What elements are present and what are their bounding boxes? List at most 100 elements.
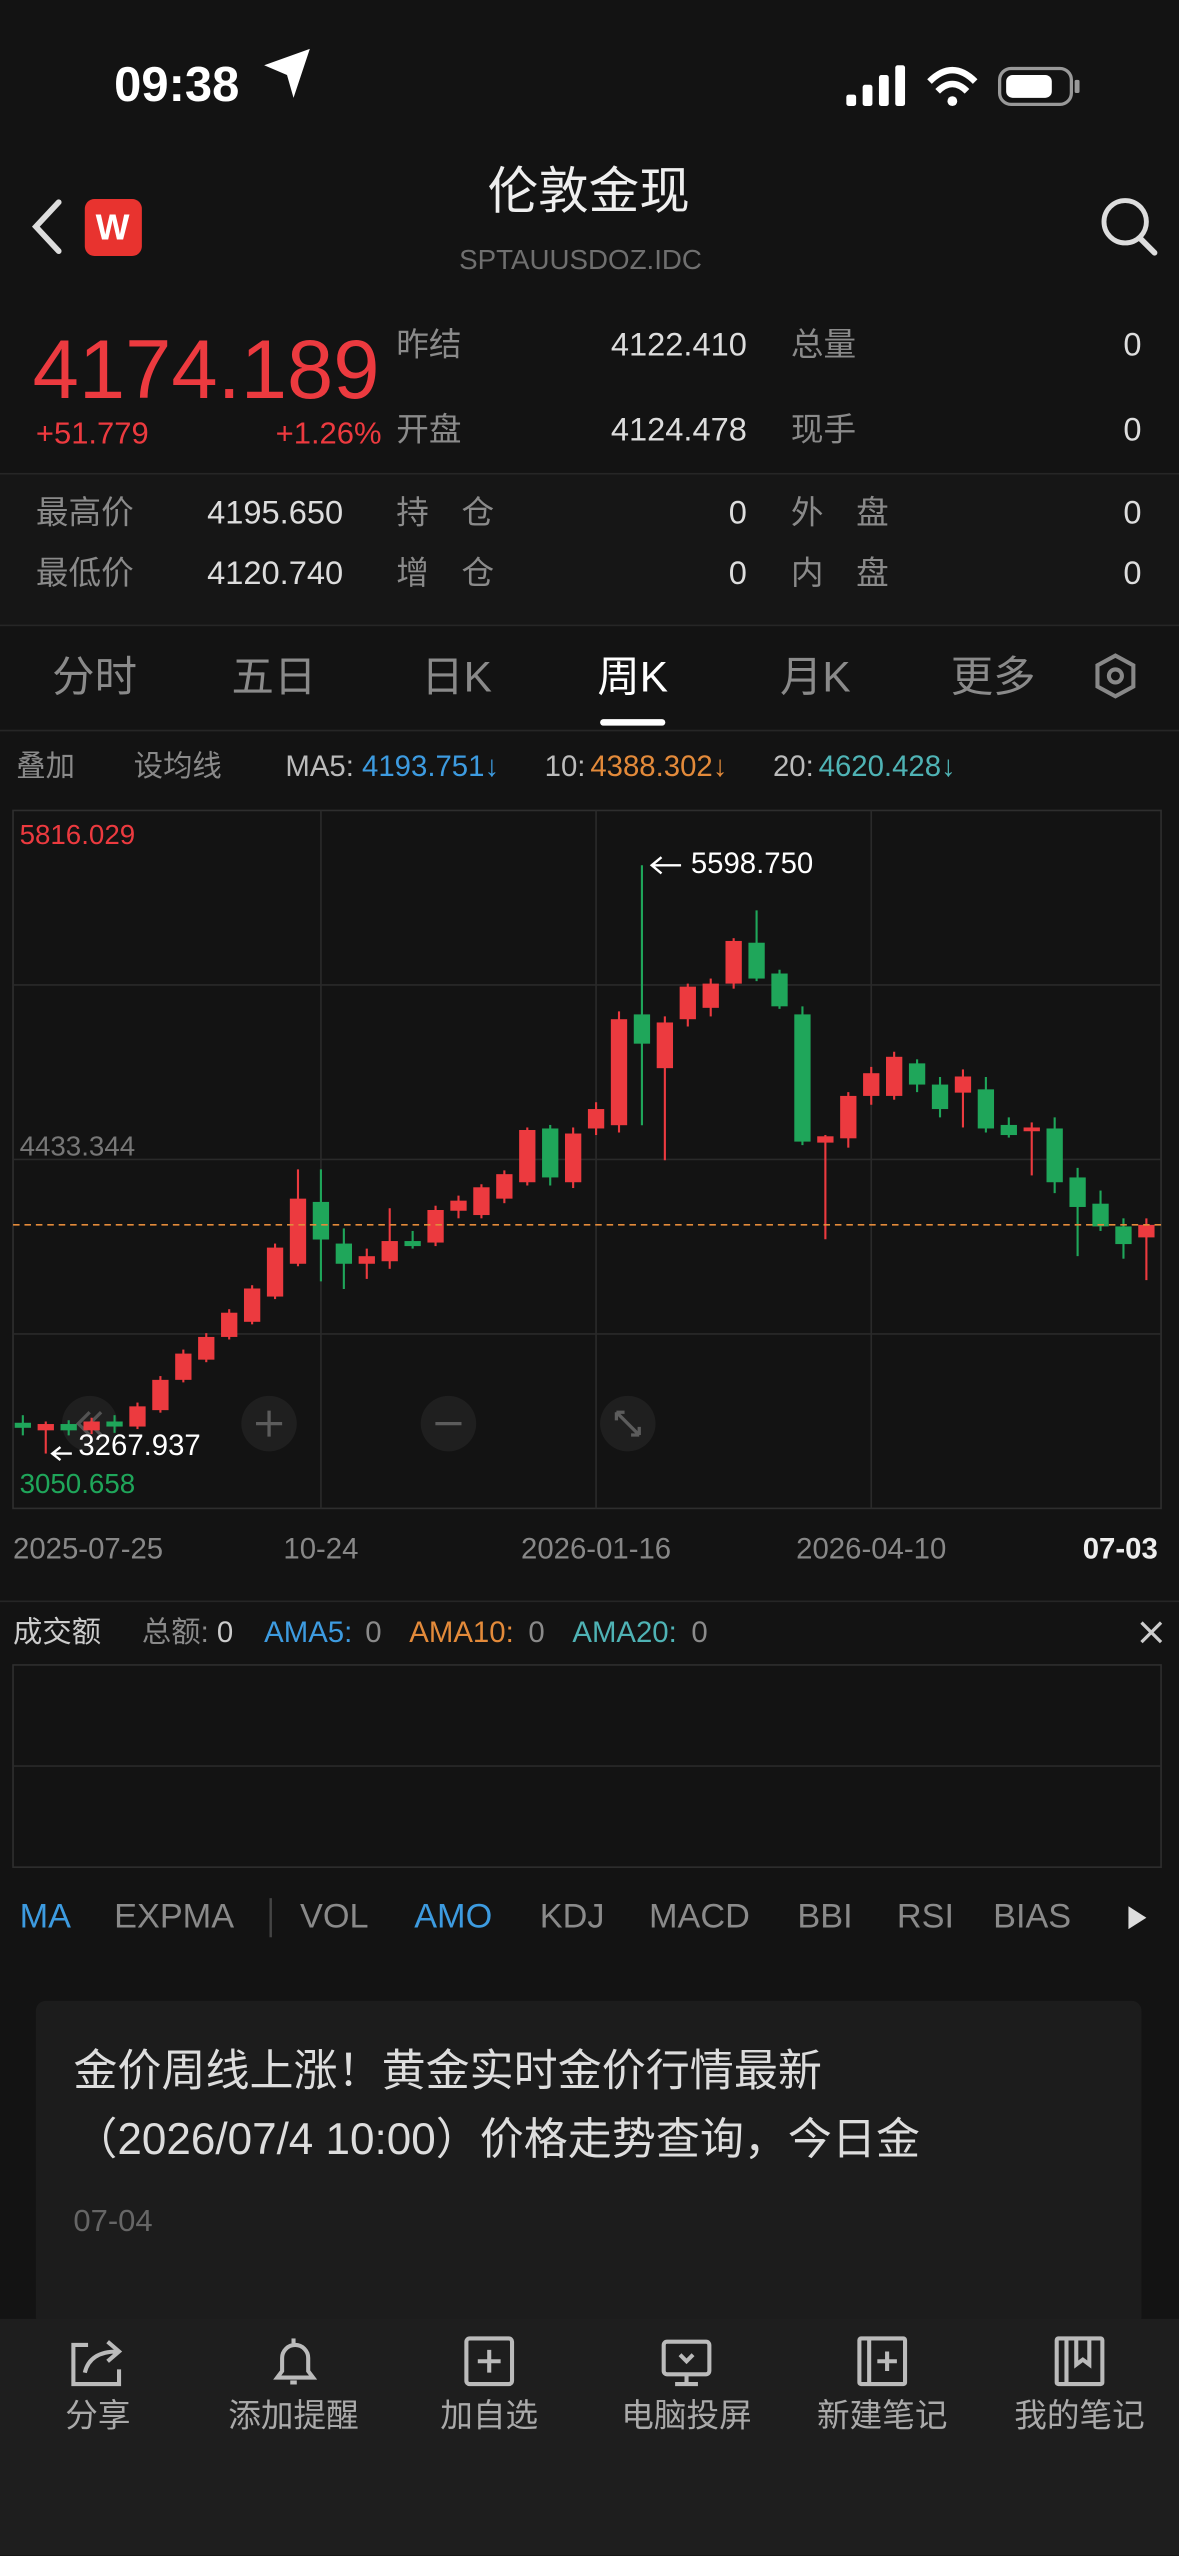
- last-price: 4174.189: [32, 322, 380, 416]
- header-icons: [31, 198, 1158, 257]
- bottom-action[interactable]: 分享: [65, 2398, 131, 2435]
- indicator-tab[interactable]: VOL: [300, 1898, 369, 1936]
- candle-body: [175, 1353, 192, 1380]
- field-label: 增 仓: [396, 556, 495, 592]
- candle-body: [863, 1073, 880, 1096]
- ama-value: 0: [691, 1616, 708, 1649]
- candle-body: [954, 1076, 972, 1093]
- period-tab[interactable]: 日K: [421, 652, 492, 702]
- candle-body: [679, 986, 696, 1020]
- ama-label: AMA5:: [264, 1616, 353, 1649]
- y-tick-label: 5816.029: [20, 819, 136, 850]
- indicator-tab[interactable]: RSI: [896, 1898, 954, 1936]
- news-title[interactable]: 金价周线上涨！黄金实时金价行情最新（2026/07/4 10:00）价格走势查询…: [73, 2046, 921, 2164]
- arrow: [649, 856, 682, 875]
- bottom-action[interactable]: 加自选: [440, 2398, 539, 2435]
- candle-body: [840, 1095, 857, 1139]
- tab-decor: [0, 653, 1179, 732]
- indicator-tab[interactable]: KDJ: [539, 1898, 605, 1936]
- candle-body: [1092, 1203, 1109, 1227]
- period-tab[interactable]: 更多: [950, 652, 1036, 702]
- candle-body: [794, 1014, 811, 1142]
- candle-body: [381, 1241, 398, 1262]
- candle-body: [404, 1241, 421, 1247]
- indicator-tab[interactable]: EXPMA: [114, 1898, 235, 1936]
- stats-panel: [0, 472, 1179, 627]
- ama-value: 0: [365, 1616, 382, 1649]
- x-tick-label: 2026-04-10: [796, 1533, 946, 1566]
- status-icons: [264, 48, 1080, 106]
- field-value: 0: [728, 495, 747, 532]
- candle-body: [748, 942, 765, 979]
- volume-panel: [0, 1600, 1179, 1938]
- volume-total: 0: [216, 1616, 234, 1649]
- field-value: 0: [728, 556, 747, 592]
- candle-body: [37, 1424, 54, 1431]
- bottom-action[interactable]: 新建笔记: [816, 2398, 948, 2435]
- set-ma-button[interactable]: 设均线: [133, 750, 222, 783]
- field-label: 开盘: [396, 412, 462, 449]
- indicator-tab-active[interactable]: AMO: [414, 1898, 493, 1936]
- candle-body: [198, 1336, 215, 1360]
- candle-body: [221, 1312, 238, 1337]
- bottom-action[interactable]: 电脑投屏: [621, 2398, 752, 2435]
- candle-body: [542, 1128, 559, 1178]
- ama-label: AMA20:: [572, 1616, 677, 1649]
- candle-body: [656, 1022, 674, 1069]
- overlay-button[interactable]: 叠加: [16, 750, 76, 783]
- period-tab-active[interactable]: 周K: [597, 652, 669, 702]
- field-label: 内 盘: [790, 556, 889, 592]
- arrow: [50, 1446, 72, 1462]
- candle-body: [633, 1014, 651, 1044]
- field-value: 4124.478: [610, 412, 747, 449]
- x-tick-label: 07-03: [1083, 1533, 1158, 1566]
- candle-body: [312, 1201, 330, 1240]
- price-change-pct: +1.26%: [275, 417, 382, 452]
- candle-body: [129, 1406, 146, 1427]
- indicator-tab-active[interactable]: MA: [19, 1898, 71, 1936]
- field-label: 最高价: [35, 495, 134, 532]
- candle-body: [1069, 1177, 1086, 1207]
- ma-value: 4620.428↓: [818, 750, 956, 783]
- bottom-action[interactable]: 添加提醒: [228, 2398, 359, 2435]
- high-annotation: 5598.750: [691, 847, 813, 880]
- bottom-action[interactable]: 我的笔记: [1014, 2398, 1145, 2435]
- candle-body: [266, 1247, 284, 1297]
- bottom-bar: [0, 2318, 1179, 2556]
- period-tab[interactable]: 月K: [780, 652, 851, 702]
- x-tick-label: 2025-07-25: [13, 1533, 163, 1566]
- indicator-tab[interactable]: BBI: [797, 1898, 853, 1936]
- y-tick-label: 4433.344: [20, 1130, 136, 1161]
- ma-label: MA5:: [285, 750, 354, 783]
- indicator-tab[interactable]: MACD: [649, 1898, 750, 1936]
- field-label: 外 盘: [790, 495, 889, 532]
- field-value: 0: [1123, 412, 1142, 449]
- page-title: 伦敦金现: [487, 163, 690, 221]
- field-value: 4122.410: [610, 327, 747, 364]
- news-date: 07-04: [73, 2204, 153, 2239]
- field-value: 0: [1123, 495, 1142, 532]
- candle-body: [886, 1056, 903, 1096]
- price-change: +51.779: [35, 417, 149, 452]
- ma-label: 20:: [772, 750, 814, 783]
- field-value: 0: [1123, 327, 1142, 364]
- symbol-code: SPTAUUSDOZ.IDC: [459, 244, 702, 276]
- period-tab[interactable]: 五日: [231, 652, 317, 702]
- indicator-tab[interactable]: BIAS: [993, 1898, 1072, 1936]
- news-card[interactable]: 金价周线上涨！黄金实时金价行情最新（2026/07/4 10:00）价格走势查询…: [35, 2000, 1142, 2328]
- candle-body: [496, 1174, 513, 1199]
- candle-body: [587, 1109, 605, 1129]
- candle-body: [519, 1129, 536, 1183]
- candle-body: [358, 1256, 375, 1264]
- candlestick-chart: 5816.029 4433.344 3050.658 2025-07-25 10-24 2…: [12, 809, 1162, 1566]
- field-value: 4195.650: [207, 495, 344, 532]
- period-tab[interactable]: 分时: [52, 652, 137, 702]
- candle-body: [14, 1422, 31, 1428]
- ma-value: 4388.302↓: [590, 750, 728, 783]
- field-label: 总量: [790, 327, 857, 364]
- candle-body: [289, 1198, 307, 1264]
- candle-body: [83, 1421, 100, 1431]
